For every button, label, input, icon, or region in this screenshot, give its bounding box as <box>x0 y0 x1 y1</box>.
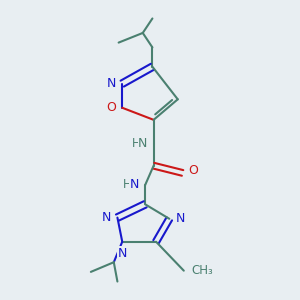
Text: N: N <box>175 212 185 225</box>
Text: N: N <box>107 77 116 90</box>
Text: H: H <box>132 137 140 151</box>
Text: N: N <box>130 178 139 191</box>
Text: N: N <box>138 137 148 151</box>
Text: N: N <box>118 247 127 260</box>
Text: O: O <box>189 164 199 177</box>
Text: CH₃: CH₃ <box>191 264 213 277</box>
Text: N: N <box>102 211 111 224</box>
Text: O: O <box>106 101 116 114</box>
Text: H: H <box>123 178 132 191</box>
